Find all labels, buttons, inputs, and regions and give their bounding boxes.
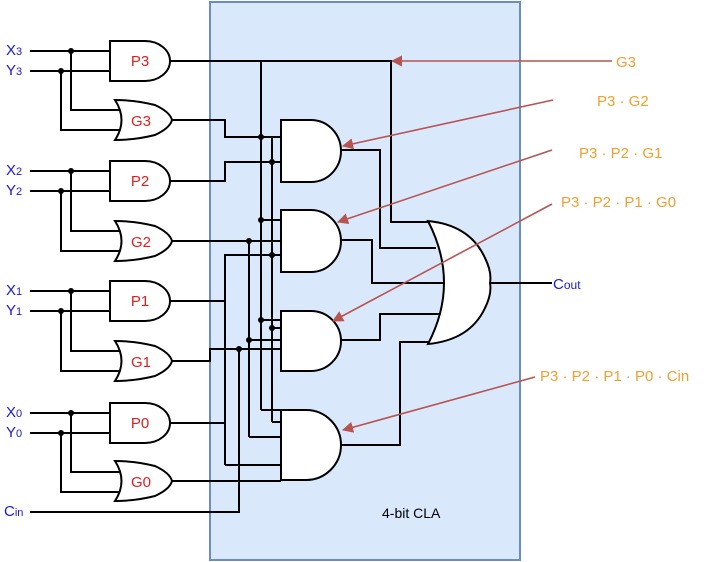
or-gate-g0 (113, 459, 174, 503)
term-label-2: P3 · G2 (597, 93, 649, 110)
label-x3: X3 (6, 42, 22, 59)
and-gate-p1 (109, 280, 171, 322)
and-gate-term-4 (280, 310, 342, 372)
and-gate-term-3 (280, 209, 342, 273)
or-gate-g1 (113, 339, 174, 383)
or-gate-g3 (113, 98, 174, 142)
gate-label-g2: G2 (131, 234, 151, 251)
term-label-5: P3 · P2 · P1 · P0 · Cin (540, 368, 689, 385)
internal-junctions (236, 134, 275, 352)
label-y1: Y1 (6, 302, 22, 319)
label-x0: X0 (6, 404, 22, 421)
or-gate-g2 (113, 219, 174, 263)
label-y2: Y2 (6, 182, 22, 199)
term-label-4: P3 · P2 · P1 · G0 (561, 194, 676, 211)
term-label-1: G3 (616, 54, 636, 71)
input-labels: X3 Y3 X2 Y2 X1 Y1 X0 Y0 Cin (4, 42, 23, 520)
gate-label-p1: P1 (131, 293, 149, 310)
gate-label-g3: G3 (131, 113, 151, 130)
term-labels: G3 P3 · G2 P3 · P2 · G1 P3 · P2 · P1 · G… (540, 54, 689, 385)
label-cout: Cout (553, 276, 581, 293)
gate-labels: P3 G3 P2 G2 P1 G1 P0 G0 (131, 53, 151, 491)
and-gate-p0 (109, 402, 171, 444)
gate-label-p3: P3 (131, 53, 149, 70)
or-gate-cout (426, 219, 492, 346)
and-gate-term-2 (280, 119, 342, 183)
and-gate-term-5 (280, 409, 342, 481)
label-cin: Cin (4, 503, 23, 520)
pg-gates (109, 40, 174, 503)
label-y0: Y0 (6, 424, 22, 441)
and-gate-p2 (109, 160, 171, 202)
and-gate-p3 (109, 40, 171, 82)
label-x1: X1 (6, 282, 22, 299)
term-label-3: P3 · P2 · G1 (579, 145, 662, 162)
gate-label-g1: G1 (131, 354, 151, 371)
label-y3: Y3 (6, 62, 22, 79)
block-label: 4-bit CLA (382, 505, 441, 521)
input-junctions (58, 48, 74, 436)
term-arrows (332, 55, 612, 433)
label-x2: X2 (6, 162, 22, 179)
gate-label-p2: P2 (131, 173, 149, 190)
gate-label-p0: P0 (131, 415, 149, 432)
gate-label-g0: G0 (131, 474, 151, 491)
product-gates (280, 119, 492, 481)
